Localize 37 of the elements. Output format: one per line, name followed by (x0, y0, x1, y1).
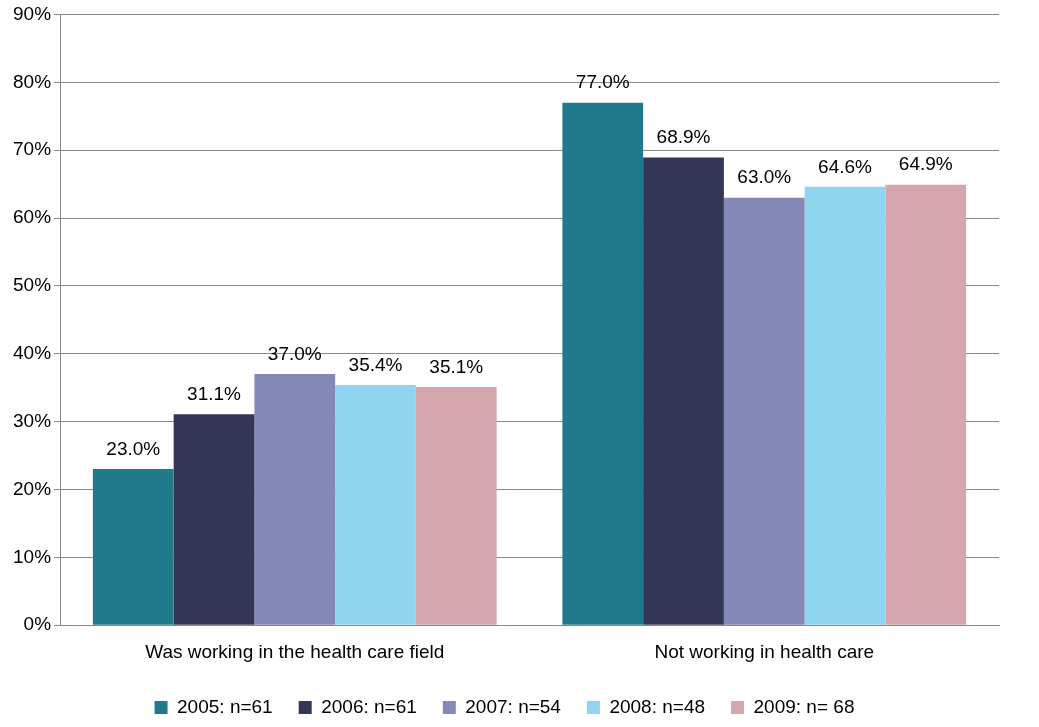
bar (804, 186, 886, 625)
bar (723, 197, 805, 625)
bar (643, 157, 724, 625)
y-tick-label: 0% (23, 613, 52, 635)
x-tick-label: Not working in health care (654, 640, 875, 662)
y-tick-label: 40% (13, 341, 52, 363)
data-label: 35.4% (348, 353, 403, 375)
data-label: 77.0% (575, 71, 630, 93)
data-label: 37.0% (267, 342, 322, 364)
y-tick-label: 60% (13, 206, 52, 228)
bar (885, 184, 967, 625)
bar (173, 414, 255, 625)
x-tick-label: Was working in the health care field (145, 640, 445, 662)
y-tick-label: 70% (13, 138, 52, 160)
legend-label: 2007: n=54 (465, 695, 562, 717)
data-label: 23.0% (106, 437, 161, 459)
bar (562, 102, 644, 625)
legend-label: 2009: n= 68 (753, 695, 855, 717)
bar (92, 469, 174, 625)
legend-label: 2006: n=61 (321, 695, 417, 717)
legend-label: 2008: n=48 (609, 695, 706, 717)
data-label: 63.0% (737, 166, 792, 188)
y-tick-label: 20% (13, 477, 52, 499)
legend-label: 2005: n=61 (177, 695, 273, 717)
y-tick-label: 50% (13, 274, 52, 296)
data-label: 31.1% (187, 382, 242, 404)
bar (254, 374, 336, 625)
data-label: 64.9% (898, 153, 953, 175)
data-label: 68.9% (656, 126, 711, 148)
data-label: 64.6% (818, 155, 873, 177)
bar (415, 386, 497, 625)
y-tick-label: 30% (13, 409, 52, 431)
y-tick-label: 90% (13, 2, 52, 24)
bar (335, 384, 416, 625)
y-tick-label: 80% (13, 70, 52, 92)
y-tick-label: 10% (13, 545, 52, 567)
data-label: 35.1% (429, 355, 484, 377)
